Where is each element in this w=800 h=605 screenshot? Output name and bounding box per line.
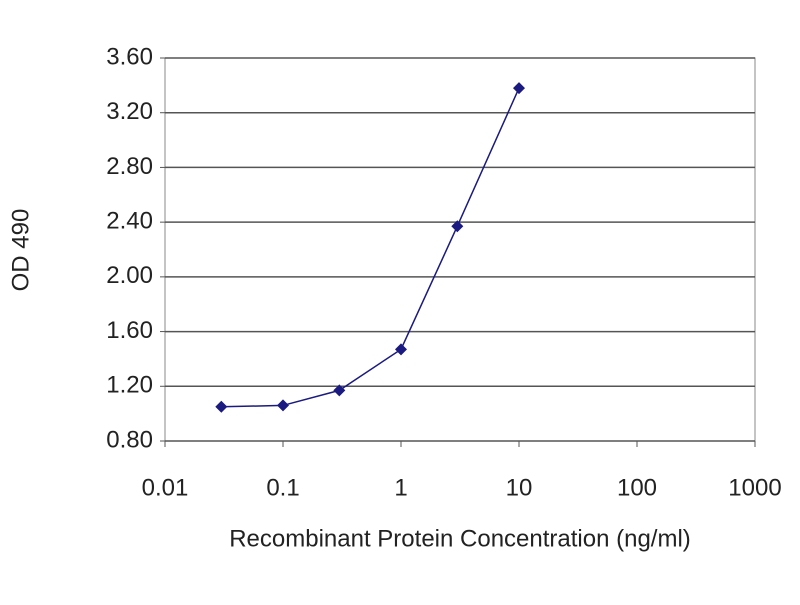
data-point	[395, 343, 407, 356]
x-tick-label: 1	[394, 474, 407, 501]
x-tick-label: 10	[506, 474, 533, 501]
y-tick-label: 1.60	[106, 317, 153, 344]
data-line	[221, 87, 520, 408]
x-tick-label: 100	[617, 474, 657, 501]
x-tick-label: 0.1	[266, 474, 299, 501]
x-tick-label: 1000	[728, 474, 781, 501]
y-tick-label: 2.80	[106, 153, 153, 180]
y-tick-label: 1.20	[106, 372, 153, 399]
y-axis-label: OD 490	[7, 209, 34, 292]
y-tick-label: 2.00	[106, 262, 153, 289]
data-point	[451, 220, 464, 233]
data-point	[333, 384, 346, 397]
x-axis-label: Recombinant Protein Concentration (ng/ml…	[229, 525, 691, 552]
plot-area	[164, 57, 756, 442]
y-tick-label: 2.40	[106, 207, 153, 234]
data-point	[215, 400, 228, 413]
data-point	[513, 82, 525, 95]
y-tick-label: 3.20	[106, 98, 153, 125]
data-point	[277, 399, 289, 412]
y-tick-label: 3.60	[106, 43, 153, 70]
y-tick-label: 0.80	[106, 426, 153, 453]
x-tick-label: 0.01	[142, 474, 189, 501]
